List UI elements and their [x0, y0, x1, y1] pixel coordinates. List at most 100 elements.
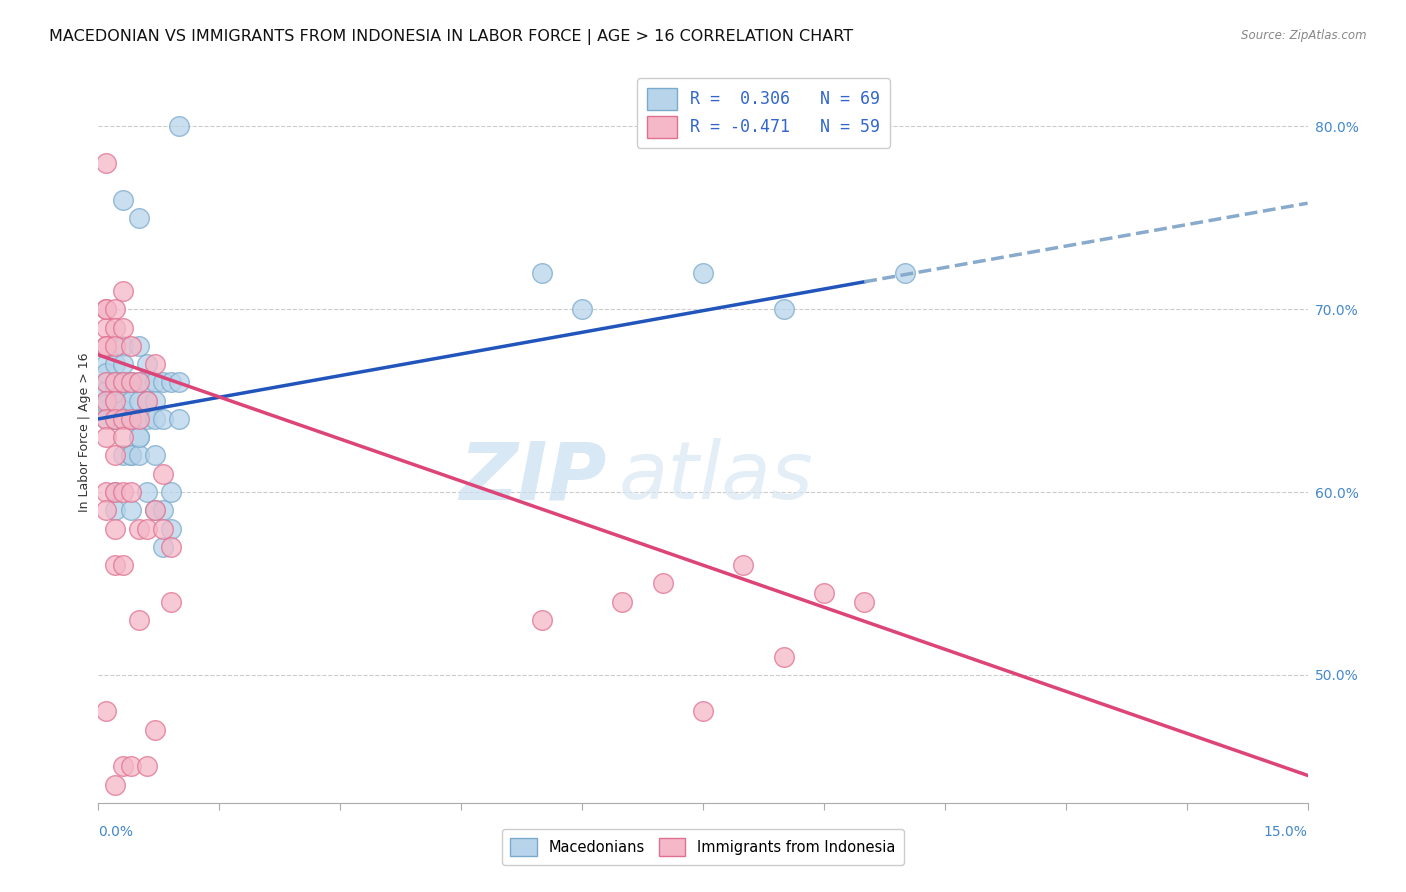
Point — [143, 449, 166, 463]
Point — [103, 558, 125, 573]
Point — [128, 430, 150, 444]
Point — [96, 366, 118, 380]
Point — [103, 384, 125, 399]
Point — [143, 393, 166, 408]
Point — [96, 397, 118, 411]
Point — [571, 302, 593, 317]
Point — [111, 412, 134, 426]
Point — [143, 723, 166, 737]
Point — [152, 540, 174, 554]
Text: ZIP: ZIP — [458, 438, 606, 516]
Point — [813, 585, 835, 599]
Point — [143, 503, 166, 517]
Point — [120, 485, 142, 500]
Point — [103, 393, 125, 408]
Point — [103, 376, 125, 390]
Point — [152, 376, 174, 390]
Point — [530, 613, 553, 627]
Point — [128, 393, 150, 408]
Point — [893, 266, 915, 280]
Point — [111, 449, 134, 463]
Point — [135, 393, 157, 408]
Text: MACEDONIAN VS IMMIGRANTS FROM INDONESIA IN LABOR FORCE | AGE > 16 CORRELATION CH: MACEDONIAN VS IMMIGRANTS FROM INDONESIA … — [49, 29, 853, 45]
Point — [111, 430, 134, 444]
Point — [111, 393, 134, 408]
Point — [135, 759, 157, 773]
Legend: R =  0.306   N = 69, R = -0.471   N = 59: R = 0.306 N = 69, R = -0.471 N = 59 — [637, 78, 890, 148]
Point — [772, 302, 794, 317]
Text: Source: ZipAtlas.com: Source: ZipAtlas.com — [1241, 29, 1367, 42]
Point — [96, 430, 118, 444]
Point — [160, 376, 183, 390]
Point — [692, 705, 714, 719]
Point — [120, 339, 142, 353]
Point — [96, 339, 118, 353]
Point — [103, 778, 125, 792]
Point — [103, 412, 125, 426]
Point — [143, 412, 166, 426]
Point — [111, 485, 134, 500]
Point — [120, 376, 142, 390]
Point — [160, 540, 183, 554]
Point — [160, 485, 183, 500]
Point — [128, 430, 150, 444]
Point — [128, 522, 150, 536]
Point — [143, 503, 166, 517]
Y-axis label: In Labor Force | Age > 16: In Labor Force | Age > 16 — [79, 353, 91, 512]
Point — [692, 266, 714, 280]
Point — [135, 376, 157, 390]
Point — [120, 412, 142, 426]
Point — [733, 558, 755, 573]
Point — [96, 339, 118, 353]
Text: atlas: atlas — [619, 438, 813, 516]
Point — [111, 759, 134, 773]
Point — [111, 339, 134, 353]
Point — [103, 379, 125, 393]
Point — [128, 339, 150, 353]
Point — [143, 357, 166, 371]
Point — [103, 302, 125, 317]
Point — [111, 284, 134, 298]
Point — [167, 376, 190, 390]
Point — [120, 759, 142, 773]
Point — [120, 376, 142, 390]
Text: 15.0%: 15.0% — [1264, 825, 1308, 838]
Point — [128, 613, 150, 627]
Point — [96, 156, 118, 170]
Point — [111, 357, 134, 371]
Point — [111, 402, 134, 417]
Point — [103, 485, 125, 500]
Point — [96, 503, 118, 517]
Point — [96, 393, 118, 408]
Point — [96, 412, 118, 426]
Point — [103, 339, 125, 353]
Point — [143, 376, 166, 390]
Point — [135, 393, 157, 408]
Point — [120, 376, 142, 390]
Point — [111, 412, 134, 426]
Point — [103, 412, 125, 426]
Point — [612, 595, 634, 609]
Point — [111, 376, 134, 390]
Point — [135, 522, 157, 536]
Point — [160, 595, 183, 609]
Point — [96, 357, 118, 371]
Point — [96, 384, 118, 399]
Point — [103, 412, 125, 426]
Text: 0.0%: 0.0% — [98, 825, 134, 838]
Point — [120, 503, 142, 517]
Point — [120, 449, 142, 463]
Point — [111, 320, 134, 334]
Point — [96, 402, 118, 417]
Point — [103, 393, 125, 408]
Point — [128, 376, 150, 390]
Point — [96, 320, 118, 334]
Point — [96, 705, 118, 719]
Point — [111, 193, 134, 207]
Point — [111, 558, 134, 573]
Point — [103, 409, 125, 423]
Point — [103, 393, 125, 408]
Point — [772, 649, 794, 664]
Point — [167, 412, 190, 426]
Point — [167, 120, 190, 134]
